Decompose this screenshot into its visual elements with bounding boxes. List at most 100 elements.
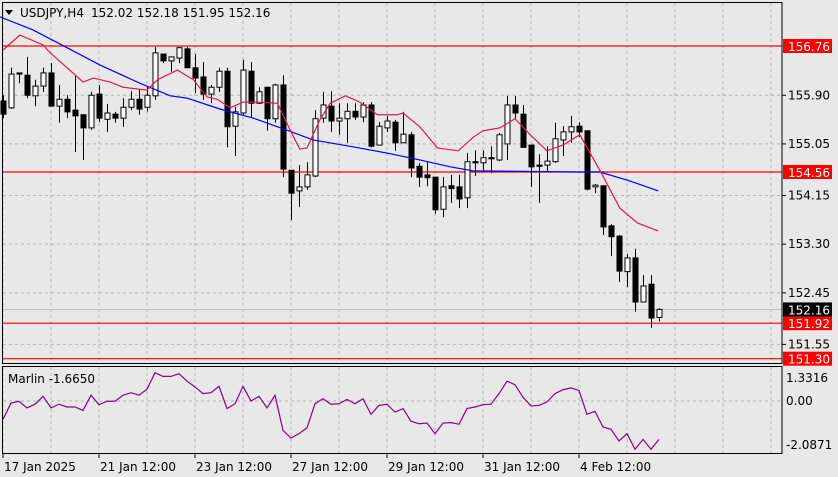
candle-body [480,157,487,164]
candle-body [40,72,47,87]
candle [408,131,415,178]
candle-body [368,104,375,147]
time-label: 31 Jan 12:00 [484,460,560,474]
candle [48,63,55,107]
candle [128,91,135,111]
time-axis: 17 Jan 2025 21 Jan 12:00 23 Jan 12:00 27 Ja… [2,453,651,474]
triangle-down-icon[interactable] [5,10,13,15]
candle-body [168,56,175,62]
candle [16,72,23,84]
candle-body [96,93,103,119]
candle [424,162,431,187]
candle-body [448,185,455,190]
candle-body [208,86,215,95]
main-pane-border [2,2,783,364]
level-label: 151.30 [788,353,830,367]
level-label: 151.92 [788,317,830,331]
candle-body [160,53,167,62]
candle-body [32,85,39,97]
grid [2,3,782,453]
candle [120,98,127,127]
candle-body [560,131,567,141]
candle [464,153,471,209]
candle-body [376,125,383,146]
current-price-tag [783,302,832,317]
marlin-indicator [2,371,660,451]
candle [184,47,191,69]
indicator-pane-border [2,366,783,454]
chart-header: USDJPY,H4 152.02 152.18 151.95 152.16 [5,6,270,20]
candle [64,95,71,119]
frame [2,2,783,454]
candle-body [72,109,79,117]
price-label: 152.45 [788,286,830,300]
candle-body [552,138,559,163]
candle [488,146,495,174]
candle [176,47,183,64]
candle [448,174,455,203]
candle-body [352,110,359,118]
candle [624,253,631,288]
candle [384,115,391,132]
candle [224,67,231,148]
candle-body [304,174,311,188]
candle-body [456,186,463,200]
candle-body [144,94,151,108]
candle-body [408,134,415,169]
candle-body [256,91,263,104]
candle-body [280,84,287,170]
candle-body [640,285,647,303]
current-price-label: 152.16 [788,303,830,317]
candle-body [568,126,575,133]
candle-body [56,98,63,107]
time-label: 23 Jan 12:00 [196,460,272,474]
candle [584,130,591,191]
candle-body [152,52,159,97]
candle [416,162,423,187]
candle-body [496,134,503,161]
candle [560,126,567,156]
candle-body [416,165,423,178]
candle [24,56,31,99]
time-label: 17 Jan 2025 [4,460,76,474]
candle [648,275,655,328]
candle-body [192,67,199,79]
level-tag [783,39,832,53]
candle-body [232,111,239,127]
candle-body [440,186,447,210]
candle [456,174,463,209]
candle-body [648,283,655,319]
candle-body [48,72,55,107]
candle [248,62,255,118]
candle [528,144,535,187]
candle-body [584,130,591,190]
candle-body [24,74,31,96]
candle-body [328,105,335,122]
candle-body [216,70,223,88]
candle-body [128,98,135,108]
candle [40,67,47,92]
candle-body [120,106,127,119]
moving-averages [0,16,659,232]
candle-body [544,160,551,166]
candle-body [464,161,471,199]
candle [208,84,215,104]
fast-ma-line [2,34,659,232]
candle [472,150,479,177]
candle-body [656,308,663,318]
time-label: 4 Feb 12:00 [580,460,651,474]
candle-body [176,47,183,59]
candle [600,185,607,235]
candle [440,177,447,218]
time-label: 21 Jan 12:00 [100,460,176,474]
candle [400,111,407,144]
candle-body [624,257,631,273]
candle [632,248,639,312]
candle [328,91,335,132]
candle-body [336,117,343,122]
candle [592,184,599,194]
candle [496,133,503,162]
candle-body [296,186,303,192]
candle-body [632,257,639,303]
